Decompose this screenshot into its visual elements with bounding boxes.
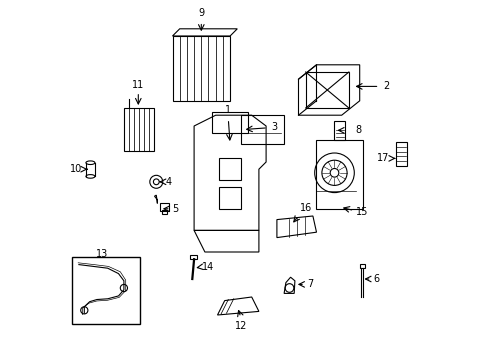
Text: 1: 1	[225, 105, 231, 115]
Text: 9: 9	[198, 8, 204, 18]
Bar	[190, 255, 197, 259]
Text: 2: 2	[382, 81, 388, 91]
Bar	[219, 187, 241, 209]
Text: 4: 4	[165, 177, 171, 187]
Text: 3: 3	[271, 122, 277, 132]
Text: 14: 14	[202, 262, 214, 272]
Text: 10: 10	[70, 164, 82, 174]
Text: 13: 13	[96, 249, 108, 259]
Text: 11: 11	[132, 80, 144, 90]
Bar	[305, 72, 348, 108]
Bar	[72, 257, 140, 324]
Text: 6: 6	[373, 274, 379, 284]
Bar	[359, 264, 365, 268]
Bar	[172, 36, 230, 101]
Bar	[219, 158, 241, 180]
Text: 8: 8	[355, 125, 361, 135]
Bar	[395, 142, 406, 166]
Bar	[212, 112, 247, 133]
Text: 12: 12	[234, 321, 246, 331]
Bar	[334, 121, 345, 140]
Bar	[162, 210, 167, 214]
Bar	[123, 108, 154, 151]
Text: 16: 16	[299, 203, 311, 213]
Text: 5: 5	[172, 204, 179, 214]
Bar	[160, 203, 168, 211]
Text: 17: 17	[376, 153, 389, 163]
Text: 15: 15	[355, 207, 368, 217]
Text: 7: 7	[306, 279, 312, 289]
Bar	[241, 115, 284, 144]
